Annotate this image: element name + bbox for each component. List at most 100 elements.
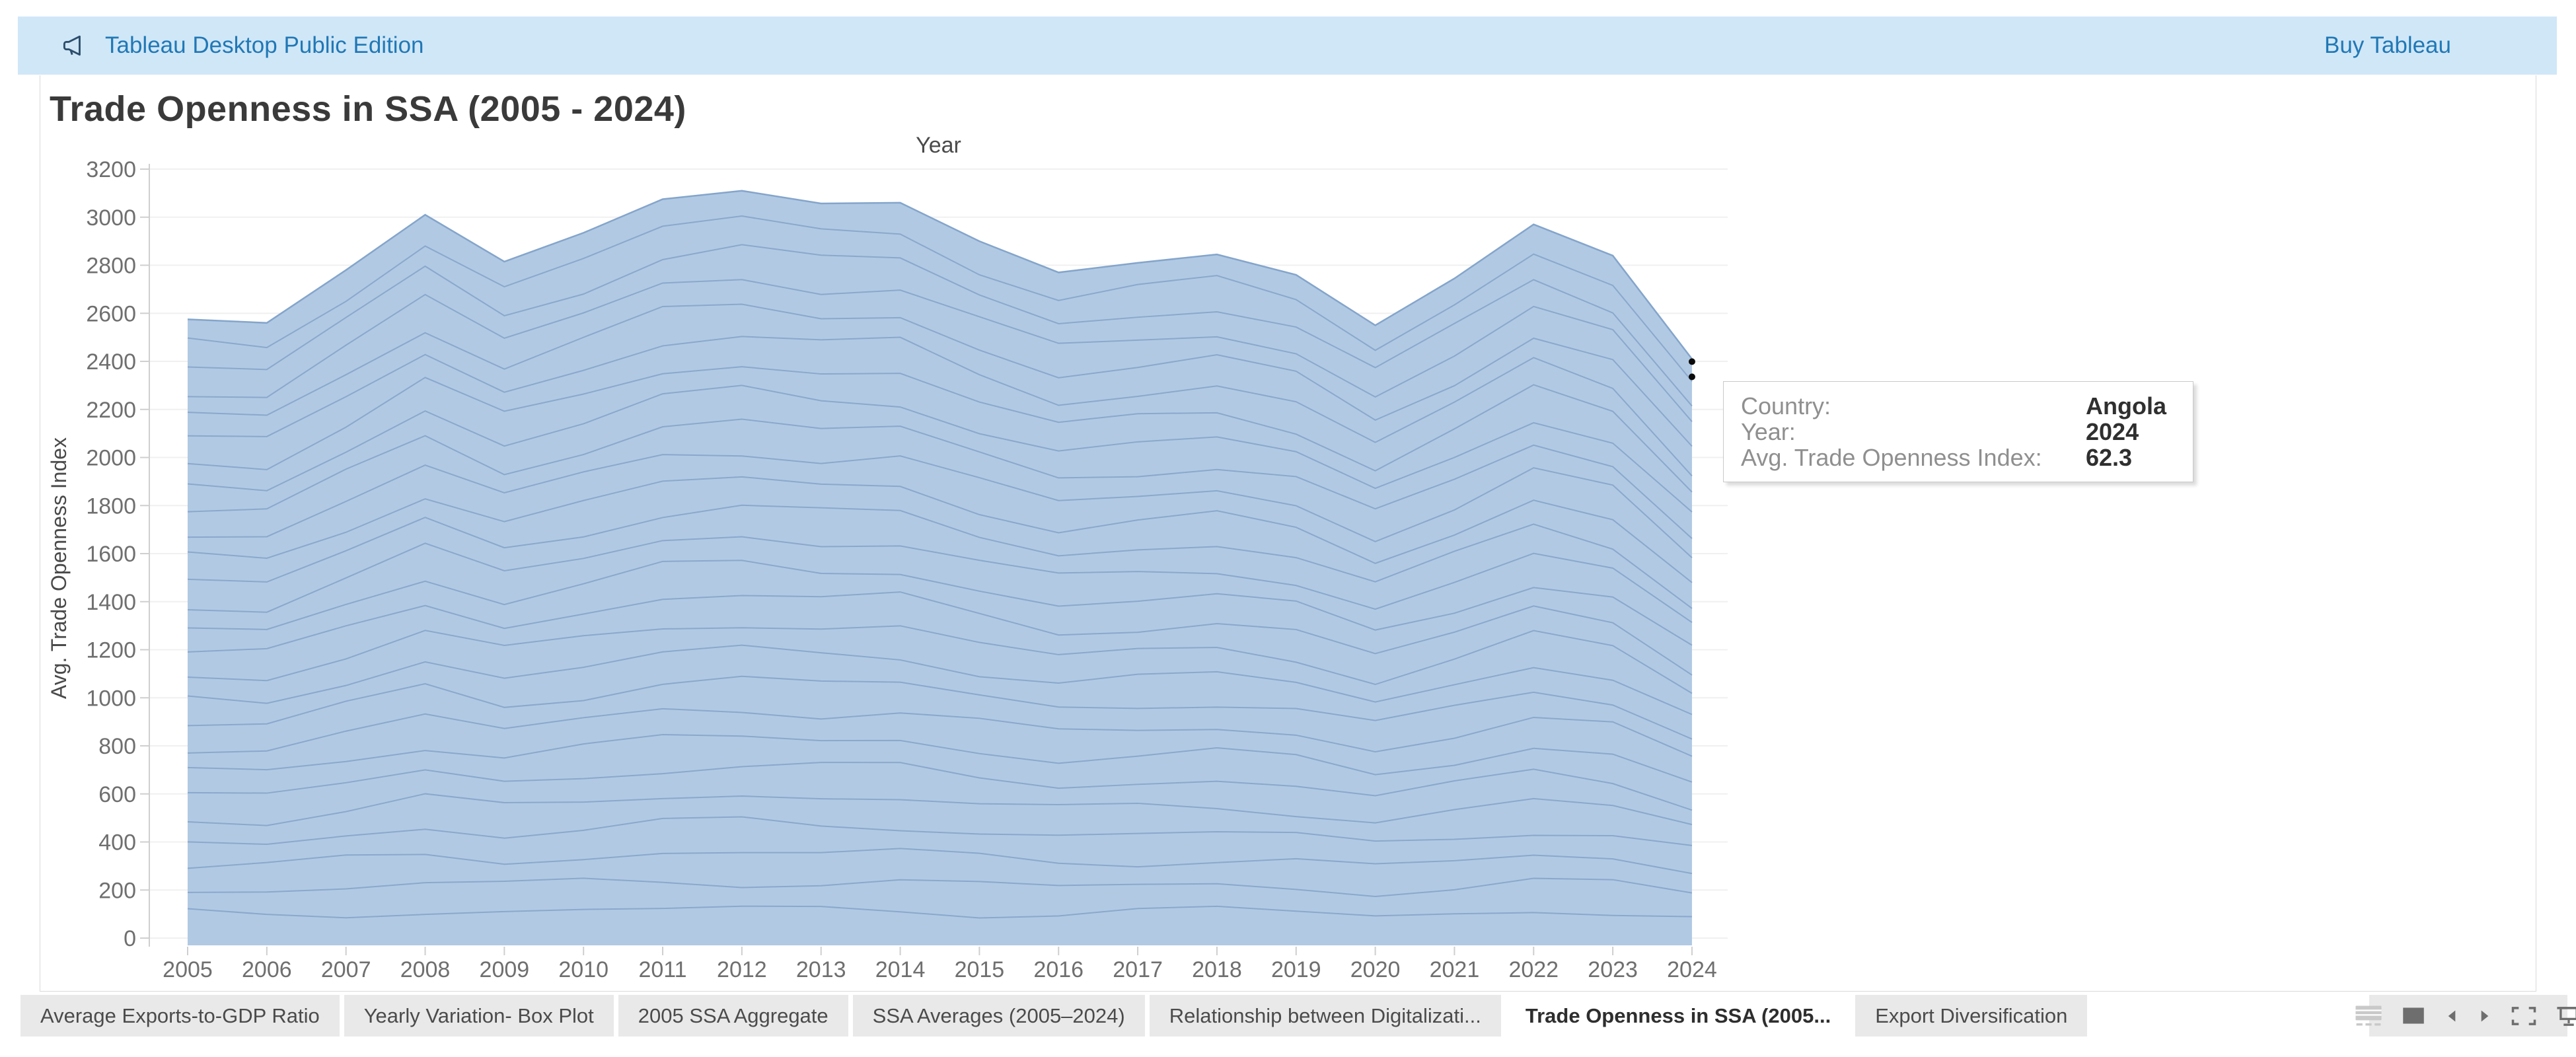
stack-top-line [187, 190, 1693, 360]
y-tick-label: 3000 [86, 205, 136, 231]
x-tick-label: 2020 [1350, 957, 1401, 982]
band-boundary [187, 560, 1693, 646]
band-boundary [187, 366, 1693, 493]
sheet-tab-2[interactable]: 2005 SSA Aggregate [618, 995, 848, 1037]
band-boundary [187, 454, 1693, 558]
tooltip-value: 2024 [2086, 418, 2139, 445]
next-sheet-icon[interactable] [2476, 1005, 2493, 1027]
y-tick-label: 200 [98, 878, 136, 903]
x-tick-label: 2021 [1430, 957, 1480, 982]
x-tick-label: 2009 [480, 957, 530, 982]
band-boundary [187, 793, 1693, 826]
x-axis-title: Year [916, 133, 961, 158]
y-tick-label: 600 [98, 782, 136, 807]
sheet-tab-3[interactable]: SSA Averages (2005–2024) [852, 995, 1145, 1037]
x-tick-label: 2008 [400, 957, 451, 982]
tooltip-row: Year: 2024 [1741, 419, 2176, 444]
product-label: Tableau Desktop Public Edition [105, 32, 424, 58]
previous-sheet-icon[interactable] [2443, 1005, 2460, 1027]
page-title: Trade Openness in SSA (2005 - 2024) [50, 89, 686, 129]
x-tick-label: 2019 [1271, 957, 1321, 982]
band-boundary [187, 418, 1693, 539]
y-tick-label: 2400 [86, 349, 136, 375]
x-tick-label: 2015 [955, 957, 1005, 982]
band-boundary [187, 734, 1693, 783]
x-tick-label: 2018 [1192, 957, 1242, 982]
tooltip-row: Avg. Trade Openness Index: 62.3 [1741, 445, 2176, 470]
band-boundary [187, 848, 1693, 875]
status-bar-icons [2355, 995, 2576, 1037]
sheet-tab-6[interactable]: Export Diversification [1855, 995, 2088, 1037]
band-boundary [187, 384, 1693, 513]
x-tick-label: 2006 [242, 957, 292, 982]
band-boundary [187, 215, 1693, 382]
x-tick-label: 2013 [796, 957, 846, 982]
product-label-group: Tableau Desktop Public Edition [61, 32, 424, 59]
band-boundary [187, 625, 1693, 694]
band-boundary [187, 675, 1693, 740]
x-tick-label: 2014 [875, 957, 926, 982]
x-tick-label: 2017 [1113, 957, 1163, 982]
sheet-tab-5-active[interactable]: Trade Openness in SSA (2005... [1505, 995, 1851, 1037]
y-tick-label: 1800 [86, 493, 136, 519]
show-filmstrip-icon[interactable] [2400, 1005, 2427, 1027]
x-tick-label: 2005 [163, 957, 213, 982]
y-tick-label: 400 [98, 830, 136, 856]
x-tick-label: 2011 [638, 957, 686, 982]
tooltip-value: Angola [2086, 392, 2166, 419]
y-tick-label: 2000 [86, 446, 136, 471]
y-axis-title: Avg. Trade Openness Index [47, 437, 71, 699]
y-tick-label: 1600 [86, 542, 136, 567]
presentation-mode-icon[interactable] [2554, 1004, 2576, 1028]
x-tick-label: 2023 [1588, 957, 1638, 982]
x-tick-label: 2016 [1033, 957, 1084, 982]
band-boundary [187, 476, 1693, 583]
x-tick-label: 2007 [321, 957, 371, 982]
x-tick-label: 2024 [1667, 957, 1717, 982]
y-tick-label: 1000 [86, 686, 136, 711]
band-boundary [187, 336, 1693, 477]
megaphone-icon [61, 32, 88, 59]
band-boundary [187, 644, 1693, 715]
buy-tableau-link[interactable]: Buy Tableau [2324, 32, 2451, 58]
band-boundary [187, 244, 1693, 407]
app-banner: Tableau Desktop Public Edition Buy Table… [18, 17, 2557, 75]
stacked-area[interactable] [188, 190, 1692, 945]
tooltip-label: Year: [1741, 418, 1796, 445]
sheet-tab-4[interactable]: Relationship between Digitalizati... [1149, 995, 1501, 1037]
y-tick-label: 2800 [86, 254, 136, 279]
band-boundary [187, 279, 1693, 422]
band-boundary [187, 536, 1693, 624]
x-tick-label: 2022 [1508, 957, 1559, 982]
band-boundary [187, 877, 1693, 897]
y-tick-label: 800 [98, 734, 136, 759]
sheet-tab-1[interactable]: Yearly Variation- Box Plot [344, 995, 614, 1037]
band-boundary [187, 504, 1693, 609]
band-boundary [187, 905, 1692, 919]
show-sheet-sorter-icon[interactable] [2353, 1003, 2384, 1028]
cursor-dots [1688, 373, 1695, 381]
y-tick-label: 1400 [86, 590, 136, 615]
x-tick-label: 2012 [717, 957, 767, 982]
band-boundary [187, 708, 1693, 757]
tooltip-label: Avg. Trade Openness Index: [1741, 444, 2042, 471]
y-tick-label: 2600 [86, 301, 136, 326]
band-boundary [187, 816, 1693, 846]
band-boundary [187, 591, 1693, 676]
cursor-dots [1688, 358, 1695, 365]
y-tick-label: 1200 [86, 638, 136, 663]
y-tick-label: 3200 [86, 157, 136, 182]
chart-tooltip: Country: Angola Year: 2024 Avg. Trade Op… [1723, 381, 2193, 482]
y-tick-label: 2200 [86, 398, 136, 423]
y-tick-label: 0 [124, 926, 136, 951]
x-tick-label: 2010 [558, 957, 608, 982]
presentation-brackets-icon[interactable] [2509, 1004, 2538, 1028]
band-boundary [187, 303, 1693, 447]
tooltip-label: Country: [1741, 392, 1831, 419]
band-boundary [187, 762, 1693, 811]
sheet-tab-bar: Average Exports-to-GDP Ratio Yearly Varia… [0, 995, 2576, 1037]
tooltip-value: 62.3 [2086, 444, 2133, 471]
tooltip-row: Country: Angola [1741, 394, 2176, 418]
sheet-tab-0[interactable]: Average Exports-to-GDP Ratio [20, 995, 340, 1037]
